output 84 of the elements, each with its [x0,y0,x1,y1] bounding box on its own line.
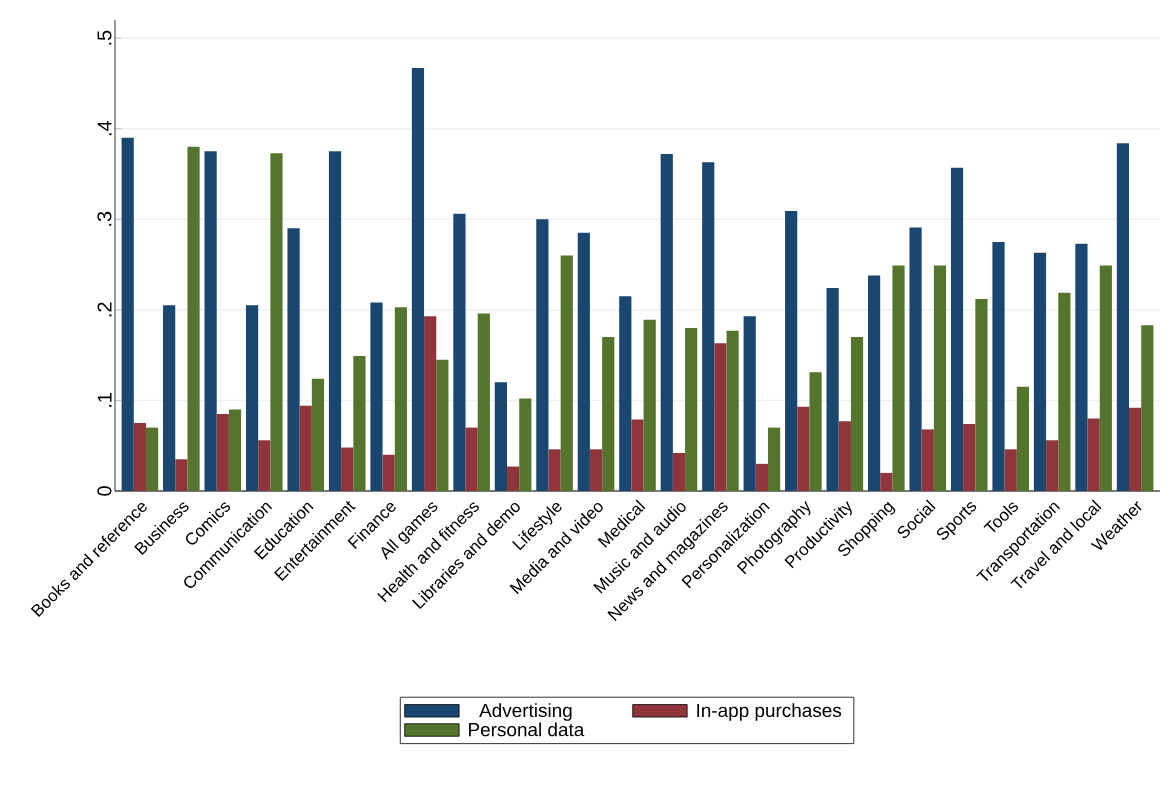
bar [809,372,822,491]
bar [258,440,271,491]
bar [797,406,810,491]
bar [506,466,520,491]
bar [1099,265,1112,491]
bar [1058,292,1071,491]
y-tick-label: .1 [97,393,112,407]
bar [963,423,976,491]
bar [643,319,656,491]
bar [1141,325,1154,491]
bar [589,449,603,491]
bar [436,359,449,491]
bar [768,427,781,491]
bar [424,316,437,491]
bar [631,419,644,491]
bar [299,405,312,491]
bar [992,241,1005,491]
bar [868,275,881,491]
y-tick-label: .3 [97,211,112,226]
bar [577,232,590,491]
bar [245,305,259,491]
bar [287,228,300,491]
y-tick-label: .5 [97,30,112,45]
bar [743,316,756,491]
bar [465,427,478,491]
legend-label: Advertising [479,703,572,721]
bar [228,409,242,491]
bar [702,162,715,491]
bar [175,459,188,491]
bar [826,288,839,491]
bar [602,337,615,491]
bar [672,452,686,491]
bar [453,213,466,491]
y-tick-label: .4 [97,120,112,136]
bar [755,463,768,491]
legend-label: Personal data [469,722,585,737]
bar [850,337,864,491]
bar [536,219,549,491]
bar [382,454,395,491]
y-tick-label: .2 [97,302,112,317]
bar [921,429,934,491]
bar [726,330,739,491]
bar [975,298,988,491]
bar [519,398,532,491]
bar [785,211,798,491]
bar [353,356,366,491]
bar [933,265,947,491]
bar [1016,386,1030,491]
bar [909,227,922,491]
bar [216,414,229,491]
bar [328,151,342,491]
bar [311,378,325,491]
bar [1129,407,1142,491]
bar [1004,449,1017,491]
bar [494,382,507,491]
bar [1033,252,1047,491]
bar [145,427,159,491]
bar [714,343,727,491]
bar [270,153,283,491]
bar [560,255,573,491]
bar [1075,243,1088,491]
bar [133,423,146,491]
bar [892,265,905,491]
bar [187,146,200,491]
bar [1116,143,1130,491]
bar [1087,418,1100,491]
bar [370,302,383,491]
bar [163,305,176,491]
bar [619,296,632,491]
bar [394,307,407,491]
bar [204,151,217,491]
bar [477,313,490,491]
legend-label: In-app purchases [697,703,842,721]
bar [341,447,354,491]
y-tick-label: 0 [97,486,112,496]
bar [685,327,698,491]
bar [950,167,964,491]
bar [880,472,893,491]
bar [1046,440,1059,491]
bar [121,137,134,491]
bar [838,421,851,491]
bar [548,449,561,491]
bar [660,154,673,491]
bar [411,68,425,491]
